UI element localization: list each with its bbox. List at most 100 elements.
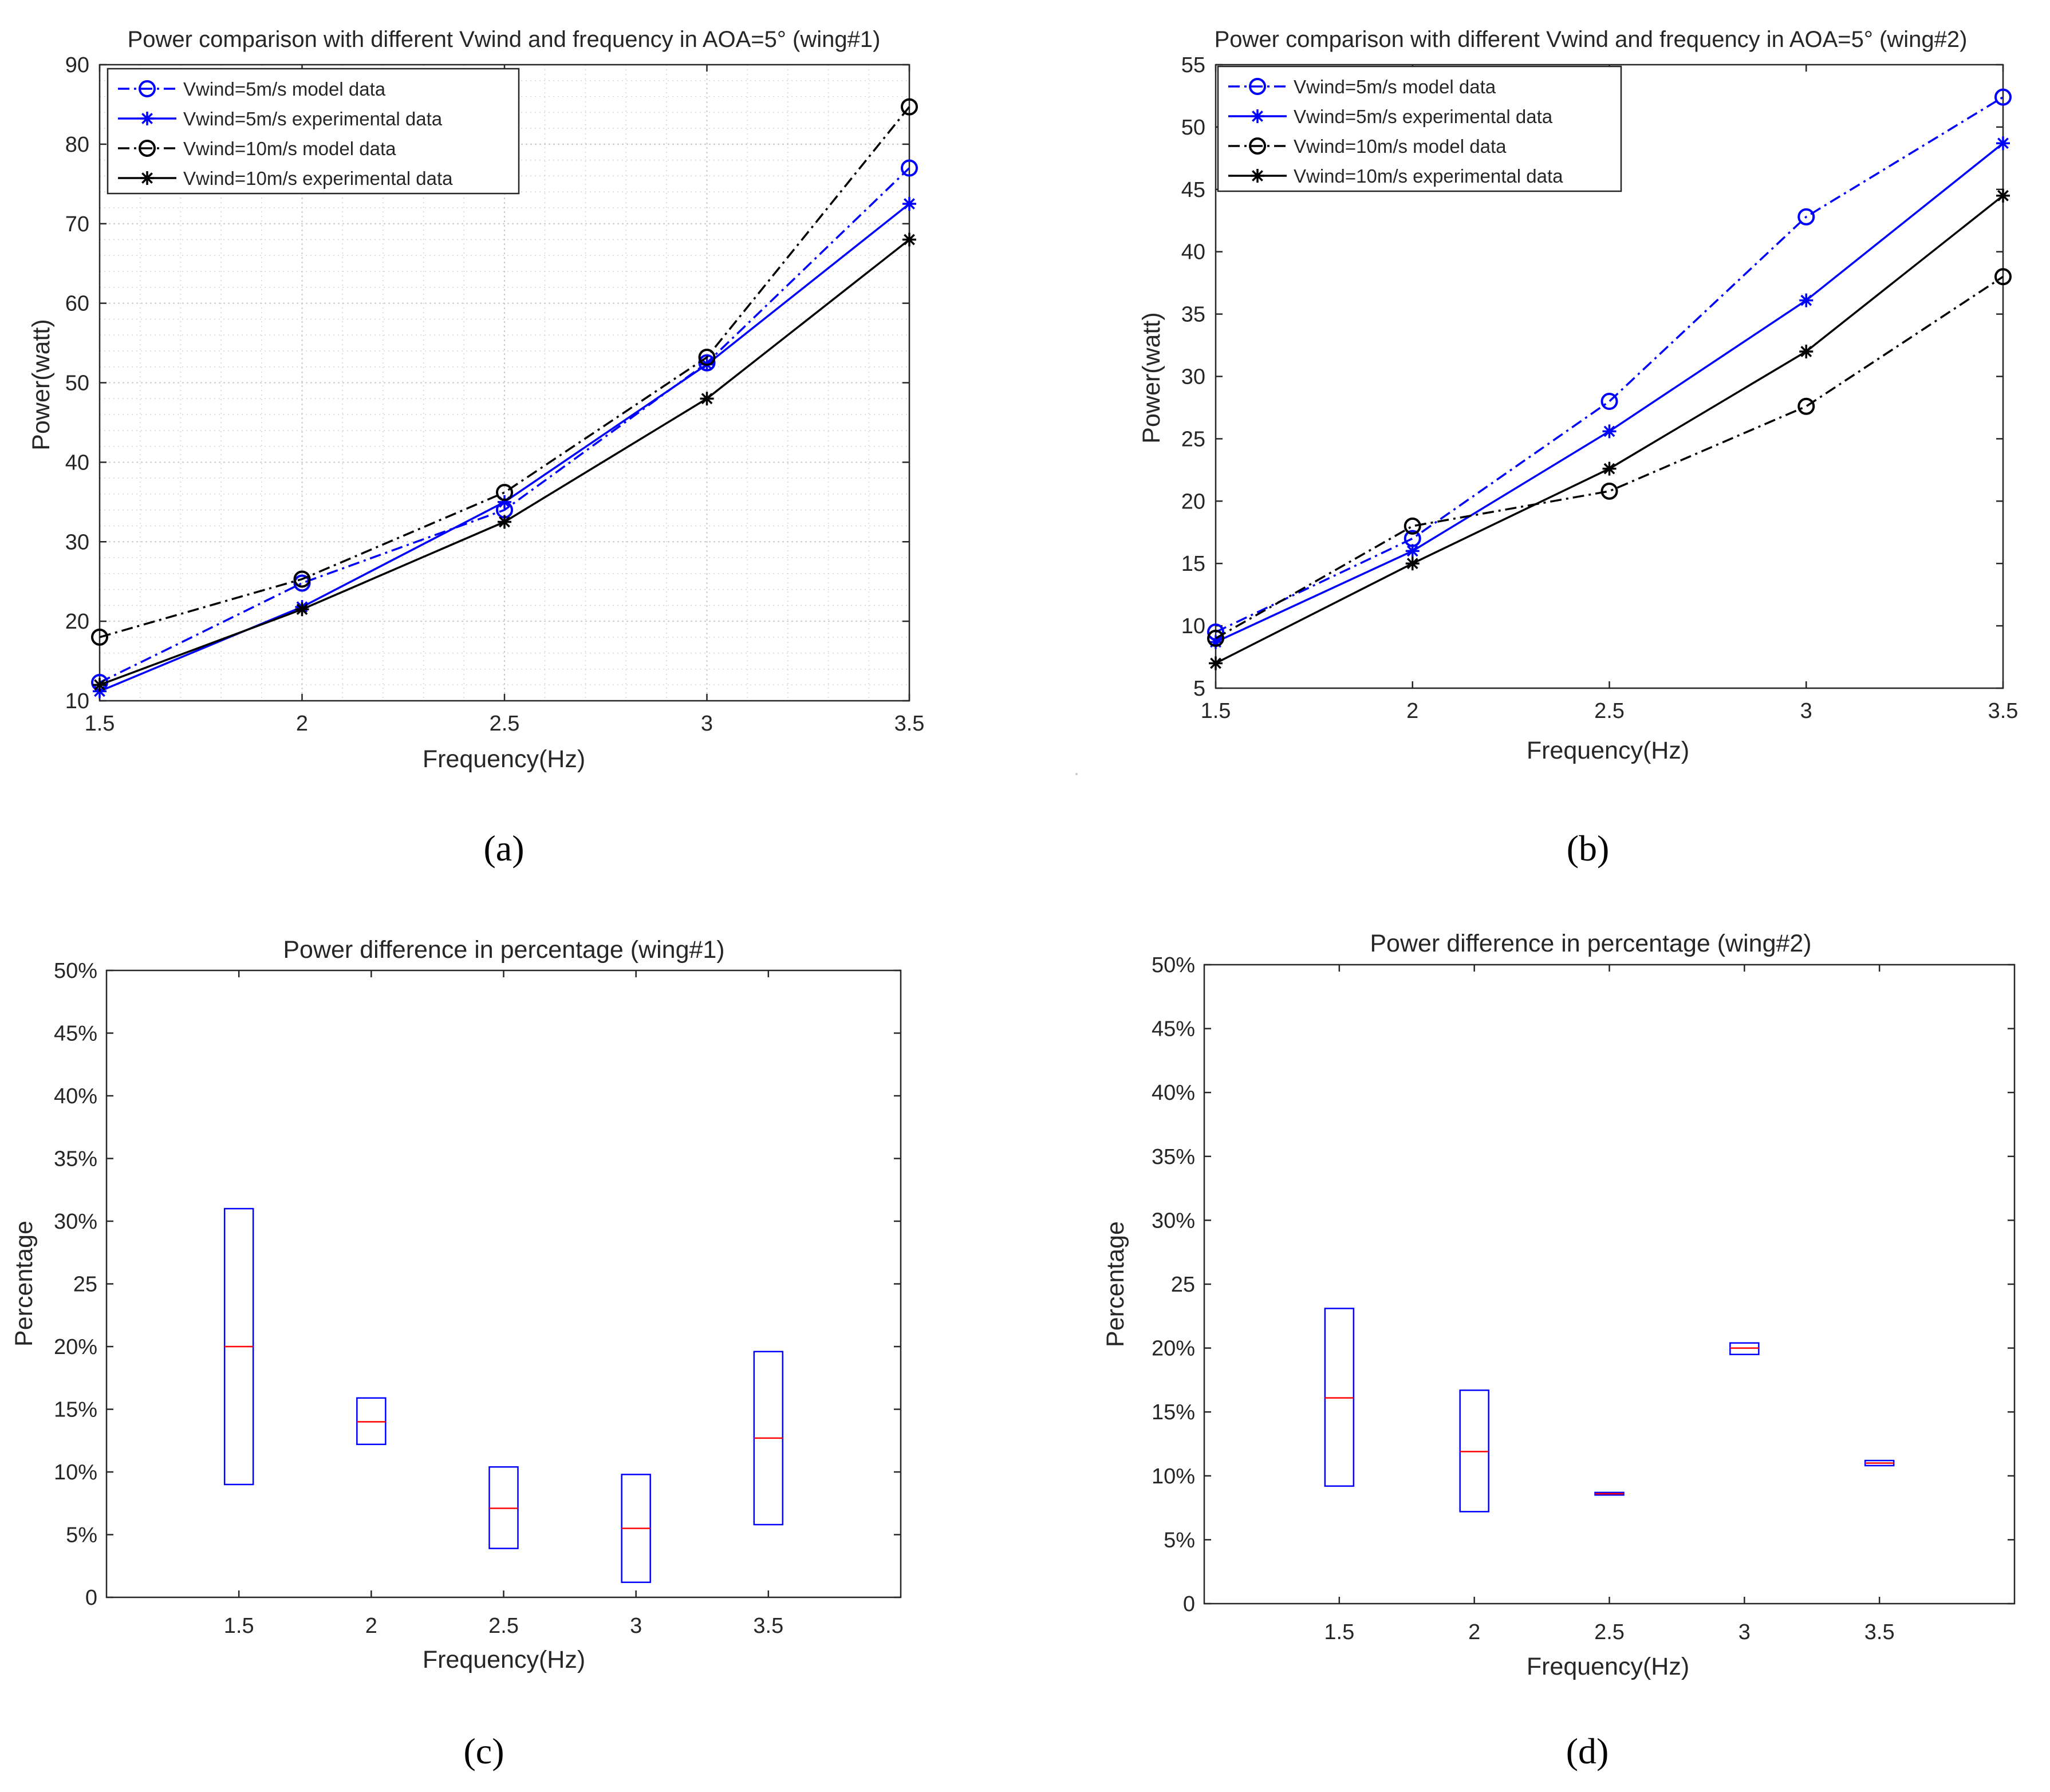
x-tick-label: 2.5 (1594, 1620, 1625, 1644)
panel-a: Power comparison with different Vwind an… (27, 27, 924, 869)
y-tick-label: 25 (73, 1273, 97, 1297)
y-tick-label: 20 (65, 610, 89, 634)
data-point (1405, 556, 1420, 571)
y-tick-label: 15% (54, 1398, 97, 1422)
chart-a-title: Power comparison with different Vwind an… (128, 27, 881, 52)
y-tick-label: 20 (1181, 490, 1205, 514)
y-tick-label: 45% (54, 1022, 97, 1046)
series-line (1215, 96, 2004, 633)
x-tick-label: 2.5 (490, 712, 520, 736)
y-tick-label: 30% (54, 1210, 97, 1234)
chart-b-title: Power comparison with different Vwind an… (1215, 27, 1968, 52)
data-point (496, 484, 513, 502)
legend-label: Vwind=10m/s model data (183, 138, 396, 159)
y-tick-label: 30 (65, 530, 89, 554)
data-point (901, 98, 918, 116)
x-tick-label: 2 (1468, 1620, 1480, 1644)
y-tick-label: 0 (1183, 1592, 1195, 1616)
y-tick-label: 45 (1181, 178, 1205, 202)
x-tick-label: 2 (1406, 699, 1418, 723)
data-point (1799, 293, 1814, 307)
data-point (698, 349, 716, 366)
data-point (1602, 424, 1617, 439)
axes-box (1203, 964, 2016, 1605)
data-point (700, 392, 714, 406)
caption-b: (b) (1567, 828, 1610, 869)
x-tick-label: 1.5 (85, 712, 115, 736)
axes-box (105, 969, 902, 1598)
box-3 (488, 1466, 519, 1549)
series-2 (1209, 136, 2010, 649)
plot-area-c: 0 5% 10% 15% 20% 25 30% 35% 40% 45% 50% 1.5 2 2.5 3 3.5 (54, 959, 902, 1638)
y-tick-label: 30% (1152, 1209, 1195, 1233)
x-tick-label: 3.5 (753, 1614, 783, 1638)
y-tick-label: 5% (66, 1523, 97, 1548)
y-tick-label: 20% (1152, 1337, 1195, 1361)
y-tick-label: 10 (1181, 614, 1205, 638)
x-tick-label: 3.5 (1864, 1620, 1895, 1644)
chart-d-xlabel: Frequency(Hz) (1527, 1653, 1689, 1680)
y-tick-label: 20% (54, 1335, 97, 1359)
y-tick-label: 40% (1152, 1081, 1195, 1105)
y-tick-label: 0 (85, 1586, 97, 1610)
legend-marker (1251, 169, 1264, 183)
y-tick-label: 50% (1152, 953, 1195, 977)
data-point (1797, 208, 1815, 226)
x-tick-label: 3 (1738, 1620, 1751, 1644)
x-tick-label: 3 (1800, 699, 1812, 723)
x-tick-label: 2 (365, 1614, 377, 1638)
x-tick-label: 3 (630, 1614, 642, 1638)
data-point (1600, 482, 1618, 500)
data-point (498, 495, 511, 509)
y-tick-label: 40 (65, 451, 89, 475)
box-5 (1864, 1459, 1895, 1467)
data-point (498, 515, 511, 529)
y-tick-label: 35% (54, 1147, 97, 1171)
x-tick-label: 1.5 (224, 1614, 254, 1638)
box-4 (621, 1474, 651, 1583)
chart-d-ylabel: Percentage (1102, 1221, 1129, 1347)
panel-d: Power difference in percentage (wing#2) … (1102, 930, 2016, 1771)
legend-label: Vwind=5m/s model data (183, 78, 386, 100)
data-point (1404, 517, 1421, 535)
y-tick-label: 10% (54, 1461, 97, 1485)
box-2 (356, 1397, 387, 1446)
y-tick-label: 5 (1193, 677, 1205, 701)
data-point (1994, 268, 2012, 286)
legend-b: Vwind=5m/s model data Vwind=5m/s experime… (1217, 65, 1622, 192)
y-tick-label: 40 (1181, 240, 1205, 265)
legend-marker (140, 171, 154, 185)
chart-d-title: Power difference in percentage (wing#2) (1370, 930, 1811, 957)
stray-dot (1075, 773, 1078, 775)
data-point (295, 602, 309, 617)
data-point (1600, 393, 1618, 410)
panel-c: Power difference in percentage (wing#1) … (10, 936, 902, 1771)
y-tick-label: 45% (1152, 1017, 1195, 1041)
x-tick-label: 3.5 (894, 712, 925, 736)
y-tick-label: 70 (65, 212, 89, 236)
data-point (93, 678, 107, 692)
chart-c-title: Power difference in percentage (wing#1) (283, 936, 724, 964)
legend-label: Vwind=5m/s experimental data (183, 108, 443, 129)
legend-a: Vwind=5m/s model data Vwind=5m/s experime… (107, 68, 520, 195)
legend-box (107, 68, 520, 195)
legend-marker (1249, 137, 1266, 155)
y-tick-label: 90 (65, 53, 89, 77)
series-4 (1209, 188, 2010, 670)
data-point (1207, 629, 1224, 647)
data-point (902, 232, 916, 247)
legend-label: Vwind=10m/s experimental data (183, 168, 453, 189)
y-tick-label: 55 (1181, 53, 1205, 77)
legend-label: Vwind=5m/s model data (1294, 76, 1496, 97)
y-tick-label: 40% (54, 1084, 97, 1108)
x-tick-label: 2.5 (1594, 699, 1625, 723)
legend-marker (1251, 109, 1264, 123)
data-point (1994, 88, 2012, 106)
legend-marker (1249, 78, 1266, 95)
box-2 (1459, 1390, 1489, 1513)
box-1 (1324, 1308, 1355, 1487)
box-4 (1729, 1342, 1760, 1356)
x-tick-label: 1.5 (1324, 1620, 1354, 1644)
box-3 (1594, 1491, 1625, 1496)
